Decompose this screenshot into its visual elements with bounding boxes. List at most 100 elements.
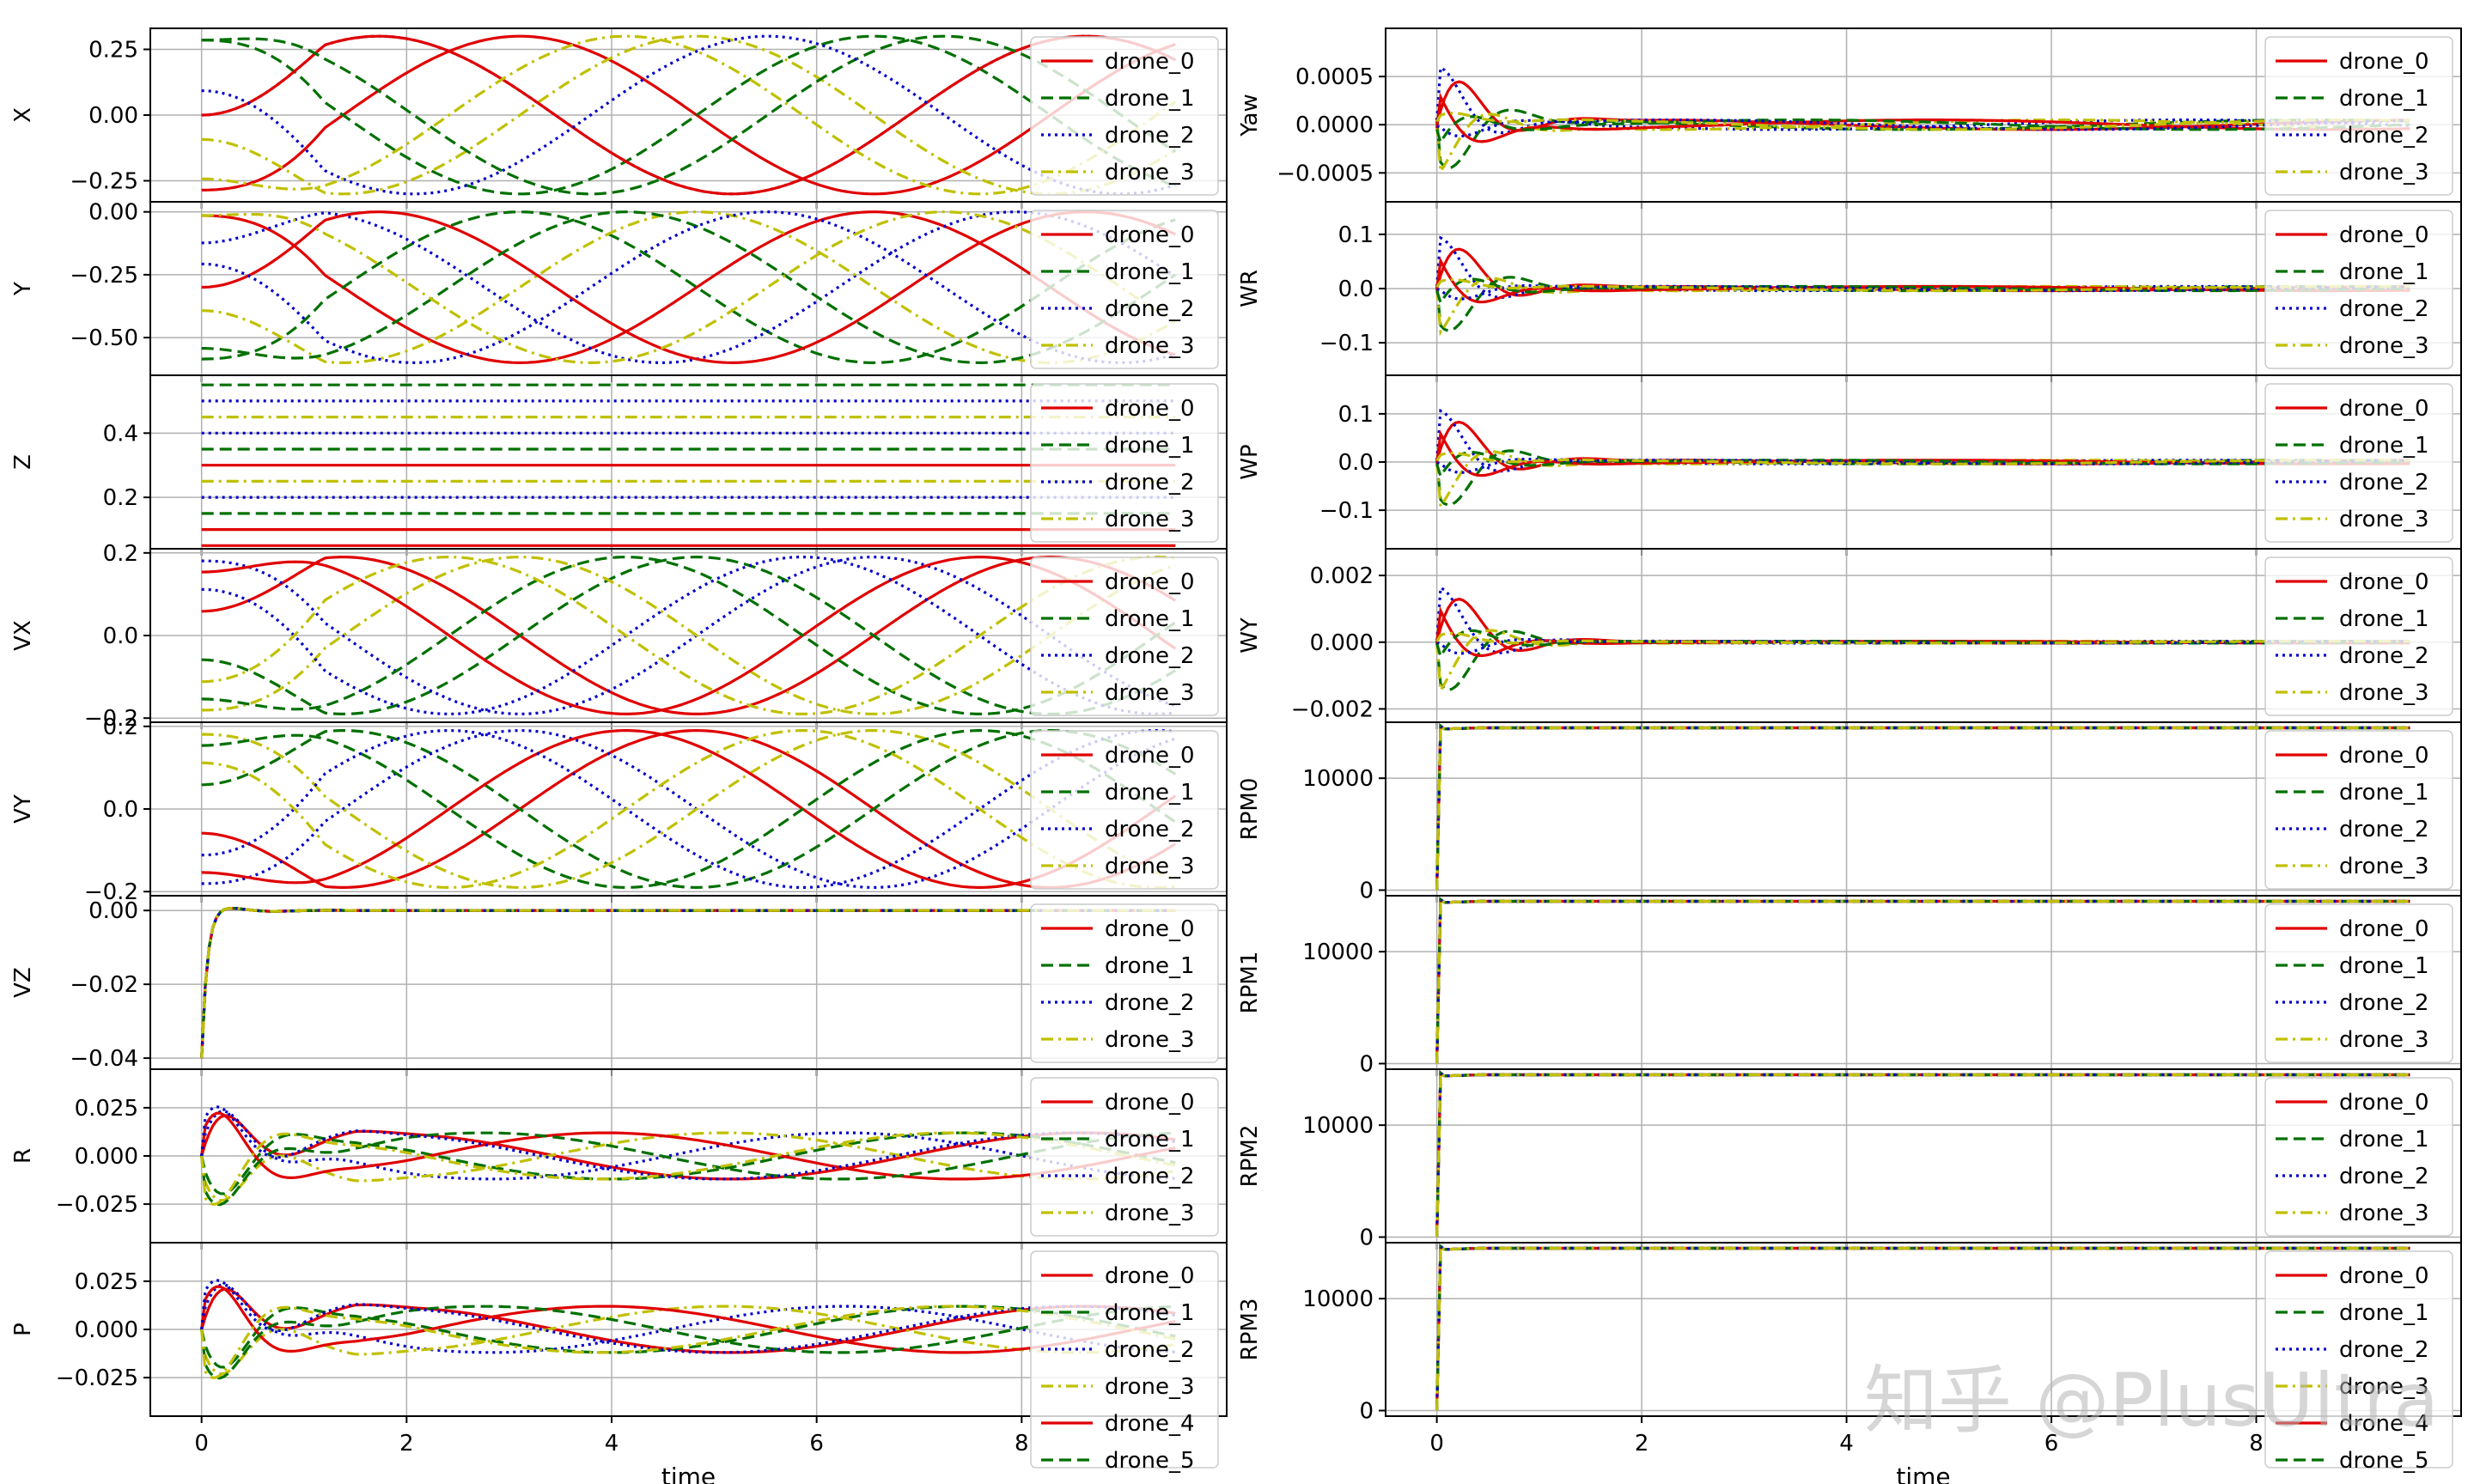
y-tick-label: 0.025 bbox=[75, 1269, 138, 1295]
series-line-drone_1 bbox=[201, 729, 1177, 889]
series-line-drone_3 bbox=[1435, 723, 2410, 891]
y-tick-label: 0.2 bbox=[103, 715, 138, 740]
legend-label: drone_0 bbox=[2339, 743, 2429, 769]
series-line-drone_3 bbox=[1435, 897, 2410, 1064]
legend-box bbox=[2264, 903, 2453, 1063]
series-line-drone_3 bbox=[200, 906, 1176, 1059]
y-axis-label: Yaw bbox=[1237, 94, 1263, 137]
y-tick-label: −0.04 bbox=[70, 1046, 138, 1072]
legend-label: drone_1 bbox=[1105, 259, 1195, 285]
legend-label: drone_0 bbox=[2339, 1263, 2429, 1289]
x-tick-label: 4 bbox=[605, 1431, 619, 1457]
y-axis-label: VY bbox=[10, 794, 36, 824]
y-tick-label: 0.0000 bbox=[1295, 113, 1374, 138]
y-axis-label: WR bbox=[1237, 270, 1263, 307]
legend-label: drone_0 bbox=[1105, 222, 1195, 248]
series-line-drone_2 bbox=[201, 728, 1176, 889]
series-line-drone_1 bbox=[1435, 115, 2410, 146]
legend-box bbox=[2264, 1250, 2453, 1469]
x-axis-label: time bbox=[1896, 1463, 1950, 1484]
y-axis-label: Z bbox=[10, 454, 36, 470]
legend-label: drone_2 bbox=[1105, 643, 1195, 669]
legend-label: drone_0 bbox=[2339, 569, 2429, 595]
y-tick-label: 0.0 bbox=[1338, 450, 1374, 476]
subplot-rpm2: 10000 0 RPM2 drone_0 drone_1 drone_2 drone_3 bbox=[1237, 1068, 2462, 1250]
series-line-drone_1 bbox=[1435, 1070, 2410, 1238]
y-tick-label: 0.0 bbox=[103, 623, 138, 649]
legend-label: drone_2 bbox=[1105, 990, 1195, 1016]
x-axis-label: time bbox=[661, 1463, 716, 1484]
legend-label: drone_0 bbox=[1105, 916, 1195, 942]
legend-label: drone_1 bbox=[2339, 259, 2429, 285]
legend-label: drone_2 bbox=[2339, 643, 2429, 669]
legend-label: drone_3 bbox=[2339, 333, 2429, 359]
y-tick-label: −0.002 bbox=[1291, 696, 1374, 722]
legend-label: drone_3 bbox=[2339, 854, 2429, 879]
series-line-drone_2 bbox=[200, 1105, 1176, 1181]
x-tick-label: 0 bbox=[1429, 1431, 1444, 1457]
legend-box bbox=[2264, 730, 2453, 890]
y-tick-label: −0.025 bbox=[56, 1365, 138, 1391]
legend-label: drone_3 bbox=[1105, 160, 1195, 186]
legend-box bbox=[1030, 383, 1219, 543]
series-line-drone_1 bbox=[1435, 897, 2410, 1064]
series-line-drone_2 bbox=[200, 906, 1176, 1059]
legend-box bbox=[1030, 1077, 1219, 1237]
legend-label: drone_5 bbox=[1105, 1448, 1195, 1474]
series-line-drone_2 bbox=[201, 210, 1176, 365]
legend-label: drone_1 bbox=[1105, 1300, 1195, 1326]
y-tick-label: −0.025 bbox=[56, 1192, 138, 1218]
y-tick-label: 0.25 bbox=[88, 37, 138, 63]
legend-label: drone_2 bbox=[2339, 990, 2429, 1016]
legend-label: drone_1 bbox=[1105, 433, 1195, 459]
series-line-drone_3 bbox=[200, 1305, 1176, 1379]
series-line-drone_3 bbox=[1435, 277, 2410, 293]
axes-frame bbox=[1385, 1242, 2462, 1417]
y-tick-label: 0 bbox=[1359, 1398, 1374, 1424]
y-tick-label: −0.1 bbox=[1319, 498, 1374, 524]
y-tick-label: 0.0 bbox=[103, 797, 138, 823]
y-axis-label: Y bbox=[10, 282, 36, 296]
series-line-drone_1 bbox=[200, 1305, 1176, 1369]
series-line-drone_1 bbox=[200, 1131, 1176, 1195]
series-line-drone_1 bbox=[200, 1131, 1176, 1207]
legend-label: drone_4 bbox=[2339, 1411, 2429, 1437]
series-line-drone_2 bbox=[200, 1283, 1176, 1354]
series-line-drone_1 bbox=[1435, 723, 2410, 891]
y-tick-label: 10000 bbox=[1302, 940, 1374, 965]
series-line-drone_2 bbox=[201, 556, 1176, 716]
legend-label: drone_1 bbox=[1105, 953, 1195, 979]
y-axis-label: RPM0 bbox=[1237, 778, 1263, 841]
series-line-drone_0 bbox=[1435, 256, 2410, 304]
y-tick-label: 10000 bbox=[1302, 766, 1374, 792]
legend-label: drone_2 bbox=[1105, 817, 1195, 842]
legend-box bbox=[2264, 36, 2453, 196]
y-axis-label: X bbox=[10, 107, 36, 123]
legend-label: drone_2 bbox=[1105, 1337, 1195, 1363]
legend-label: drone_3 bbox=[2339, 160, 2429, 186]
y-tick-label: 10000 bbox=[1302, 1286, 1374, 1312]
legend-label: drone_2 bbox=[2339, 817, 2429, 842]
series-line-drone_0 bbox=[201, 210, 1176, 365]
y-axis-label: RPM3 bbox=[1237, 1298, 1263, 1361]
y-tick-label: −0.1 bbox=[1319, 331, 1374, 356]
y-tick-label: 0.0 bbox=[1338, 277, 1374, 302]
legend-label: drone_1 bbox=[1105, 1127, 1195, 1153]
series-line-drone_1 bbox=[200, 906, 1176, 1059]
y-tick-label: 0.00 bbox=[88, 200, 138, 226]
legend-label: drone_0 bbox=[2339, 1090, 2429, 1116]
series-line-drone_1 bbox=[201, 34, 1177, 196]
watermark: 知乎 @PlusUltra bbox=[1864, 1358, 2440, 1444]
series-line-drone_3 bbox=[201, 555, 1176, 715]
series-line-drone_2 bbox=[1436, 458, 2410, 474]
legend-label: drone_3 bbox=[2339, 507, 2429, 532]
series-line-drone_2 bbox=[1435, 723, 2410, 891]
legend-label: drone_3 bbox=[2339, 1201, 2429, 1226]
legend-label: drone_2 bbox=[1105, 1164, 1195, 1189]
series-line-drone_0 bbox=[1435, 723, 2410, 891]
series-line-drone_1 bbox=[200, 906, 1176, 1059]
